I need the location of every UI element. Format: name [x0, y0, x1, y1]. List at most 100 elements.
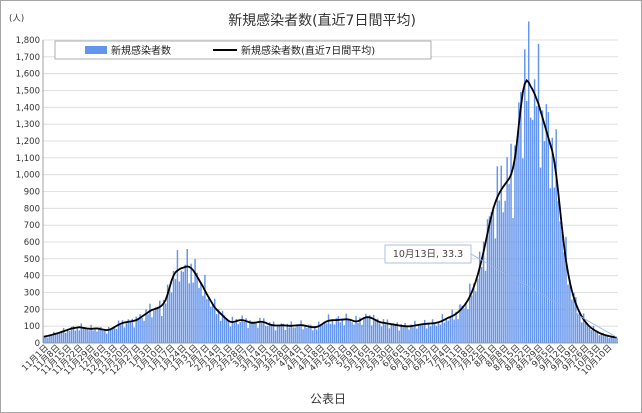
bar — [98, 327, 100, 343]
bar — [461, 305, 463, 343]
x-axis: 11月1日11月8日11月15日11月22日11月29日12月6日12月13日1… — [20, 343, 614, 377]
bar — [575, 297, 577, 343]
bar — [68, 331, 71, 343]
bar — [143, 320, 145, 343]
bar — [145, 309, 147, 343]
bar — [104, 329, 106, 343]
bar — [121, 320, 124, 343]
bar — [200, 282, 202, 343]
bar — [557, 200, 559, 343]
bar — [353, 324, 355, 343]
bar — [251, 321, 253, 343]
bar — [486, 219, 489, 343]
bar — [178, 281, 181, 343]
bar — [357, 322, 359, 343]
bar — [365, 313, 367, 343]
y-tick-label: 1,000 — [16, 171, 40, 181]
bar — [90, 324, 92, 343]
legend-bar-label: 新規感染者数 — [111, 44, 171, 57]
bar — [298, 325, 300, 343]
bar — [151, 317, 153, 343]
bar — [469, 283, 471, 343]
bar — [573, 292, 575, 343]
bar — [427, 322, 430, 343]
bar — [490, 212, 493, 343]
bar — [84, 328, 86, 343]
bar — [117, 320, 120, 343]
bar — [82, 328, 84, 343]
bar — [359, 317, 361, 343]
bar — [484, 270, 487, 343]
bar — [500, 165, 502, 343]
bar — [316, 329, 318, 343]
bar — [208, 296, 210, 343]
bar — [335, 318, 338, 343]
bar — [108, 326, 110, 343]
bar — [170, 292, 173, 343]
bar — [408, 329, 410, 343]
y-tick-label: 1,300 — [16, 120, 40, 130]
y-tick-label: 1,100 — [16, 154, 40, 164]
bar — [56, 334, 59, 343]
bar — [292, 327, 294, 343]
bar — [198, 287, 200, 343]
bar — [157, 306, 159, 343]
bar — [367, 317, 369, 343]
y-unit-label: (人) — [9, 14, 24, 24]
bar — [55, 334, 57, 343]
bar — [288, 327, 291, 343]
bar — [592, 325, 595, 343]
callout-text: 10月13日, 33.3 — [393, 249, 463, 260]
y-tick-label: 1,700 — [16, 53, 40, 63]
bar — [433, 322, 436, 343]
bar — [453, 319, 455, 343]
bar — [502, 212, 504, 343]
bar — [192, 282, 194, 343]
bar — [457, 319, 459, 343]
bar — [206, 299, 208, 343]
bar — [551, 137, 553, 343]
bar — [133, 327, 135, 343]
bar — [274, 330, 277, 343]
y-tick-label: 1,600 — [16, 70, 40, 80]
bar — [398, 330, 400, 343]
bar — [227, 320, 230, 343]
bar — [62, 327, 65, 343]
bar — [355, 315, 357, 343]
bar — [94, 327, 96, 343]
bar — [325, 323, 328, 343]
x-axis-title: 公表日 — [310, 392, 346, 406]
bar — [129, 321, 132, 343]
bar — [237, 324, 240, 343]
bar — [266, 325, 269, 343]
bar — [186, 249, 188, 343]
bar — [88, 330, 90, 343]
bar — [524, 49, 526, 344]
bar — [306, 327, 308, 343]
bar — [58, 332, 61, 343]
bar — [243, 321, 245, 343]
y-tick-label: 100 — [24, 322, 40, 332]
bar — [492, 206, 495, 343]
bar — [53, 331, 55, 343]
bar — [616, 337, 618, 343]
bar — [135, 316, 137, 343]
bar — [304, 325, 306, 343]
bar — [384, 324, 387, 343]
bar — [96, 331, 98, 343]
bar — [278, 325, 281, 343]
annotation-callout: 10月13日, 33.3 — [384, 244, 618, 338]
bar — [445, 318, 448, 343]
bar — [586, 324, 589, 343]
bar — [314, 326, 316, 343]
bar — [276, 324, 279, 343]
bar — [221, 310, 224, 343]
bar — [473, 283, 475, 343]
y-tick-label: 400 — [24, 272, 40, 282]
bar — [217, 309, 220, 343]
bar — [131, 318, 134, 343]
bar — [582, 313, 585, 343]
bar — [43, 335, 45, 343]
